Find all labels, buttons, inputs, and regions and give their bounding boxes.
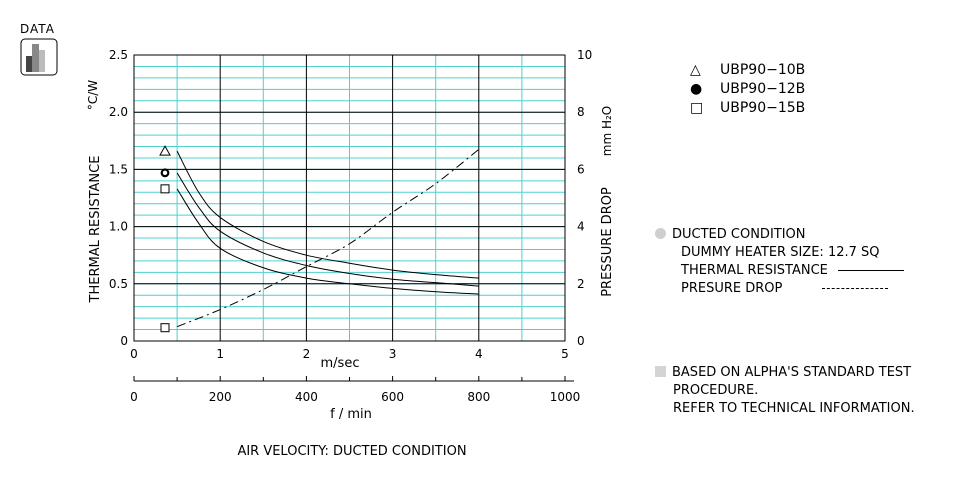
series-line-0 — [176, 150, 479, 279]
y2-tick-label: 8 — [577, 105, 585, 119]
circle-bullet-icon — [655, 228, 666, 239]
legend-label: UBP90−15B — [720, 100, 806, 116]
x2-tick-label: 0 — [130, 390, 138, 404]
heater-size: DUMMY HEATER SIZE: 12.7 SQ — [681, 245, 880, 260]
data-badge: DATA — [20, 22, 60, 80]
x2-tick-label: 800 — [467, 390, 490, 404]
data-badge-label: DATA — [20, 22, 55, 36]
solid-line-icon — [837, 270, 904, 271]
legend-item-15b: □ UBP90−15B — [690, 100, 805, 116]
y-tick-label: 1.5 — [109, 162, 128, 176]
circle-marker — [160, 168, 170, 178]
y2-axis-unit: mm H₂O — [600, 106, 614, 156]
y-tick-label: 2.5 — [109, 48, 128, 62]
test-note-block: BASED ON ALPHA'S STANDARD TEST PROCEDURE… — [655, 364, 915, 418]
x-tick-label: 0 — [130, 347, 138, 361]
x2-tick-label: 600 — [381, 390, 404, 404]
pressure-legend-label: PRESURE DROP — [681, 281, 783, 296]
x-tick-label: 4 — [475, 347, 483, 361]
x2-tick-label: 200 — [209, 390, 232, 404]
series-line-2 — [176, 188, 479, 295]
y2-tick-label: 4 — [577, 220, 585, 234]
triangle-marker — [159, 145, 171, 156]
series-markers — [159, 145, 171, 333]
y2-tick-label: 2 — [577, 277, 585, 291]
y2-tick-label: 0 — [577, 334, 585, 348]
pressure-legend-row: PRESURE DROP — [655, 280, 904, 298]
note-line-1: BASED ON ALPHA'S STANDARD TEST — [672, 365, 912, 380]
legend-item-12b: ● UBP90−12B — [690, 81, 805, 97]
plot-frame — [133, 54, 566, 342]
bar-chart-icon — [20, 38, 58, 76]
x-axis-label: m/sec — [321, 356, 360, 371]
x2-tick-label: 400 — [295, 390, 318, 404]
x-tick-label: 1 — [216, 347, 224, 361]
chart-title: AIR VELOCITY: DUCTED CONDITION — [237, 444, 466, 459]
square-marker-icon: □ — [690, 100, 704, 116]
circle-marker-icon: ● — [690, 81, 703, 97]
condition-title: DUCTED CONDITION — [672, 227, 806, 242]
series-layer — [176, 148, 480, 328]
ducted-condition-block: DUCTED CONDITION DUMMY HEATER SIZE: 12.7… — [655, 226, 904, 298]
note-line-2: PROCEDURE. — [673, 383, 759, 398]
y2-axis-label: PRESSURE DROP — [600, 187, 615, 297]
thermal-legend-row: THERMAL RESISTANCE — [655, 262, 904, 280]
y-tick-label: 2.0 — [109, 105, 128, 119]
x-tick-label: 5 — [561, 347, 569, 361]
y2-tick-label: 6 — [577, 162, 585, 176]
thermal-legend-label: THERMAL RESISTANCE — [681, 263, 828, 278]
square-bullet-icon — [655, 366, 666, 377]
square-marker — [160, 323, 170, 333]
x2-tick-label: 1000 — [550, 390, 581, 404]
chart-grid — [134, 55, 565, 341]
y-axis-label: THERMAL RESISTANCE — [88, 156, 103, 304]
y-axis-unit: °C/W — [86, 80, 100, 110]
x2-axis-label: f / min — [330, 407, 372, 422]
y-tick-label: 1.0 — [109, 220, 128, 234]
y-tick-label: 0 — [120, 334, 128, 348]
secondary-x-axis: 0 200 400 600 800 1000 — [130, 376, 580, 404]
series-line-1 — [176, 172, 479, 287]
x-tick-label: 2 — [303, 347, 311, 361]
legend-label: UBP90−12B — [720, 81, 806, 97]
legend-label: UBP90−10B — [720, 62, 806, 78]
legend-item-10b: △ UBP90−10B — [690, 62, 805, 78]
y-tick-label: 0.5 — [109, 277, 128, 291]
triangle-marker-icon: △ — [690, 62, 701, 78]
y2-tick-label: 10 — [577, 48, 592, 62]
note-line-3: REFER TO TECHNICAL INFORMATION. — [673, 401, 915, 416]
axis-ticks: 0 0.5 1.0 1.5 2.0 2.5 0 2 4 6 8 10 0 1 2 3 4 5 — [109, 48, 592, 361]
square-marker — [160, 184, 170, 194]
dashed-line-icon — [822, 288, 889, 289]
series-line-3 — [176, 148, 480, 328]
x-tick-label: 3 — [389, 347, 397, 361]
